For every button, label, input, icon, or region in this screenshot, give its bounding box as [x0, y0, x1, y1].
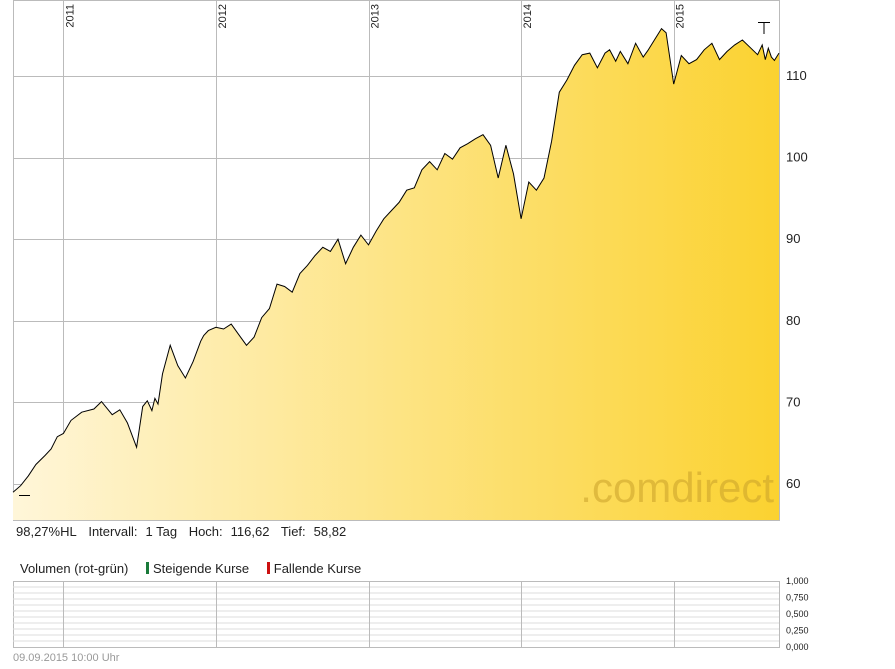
x-tick-label: 2012 [217, 4, 229, 28]
high-marker [19, 22, 770, 496]
plot-border [13, 0, 780, 521]
volume-tick-label: 0,000 [786, 642, 809, 652]
volume-panel: 1,000 0,750 0,500 0,250 0,000 [13, 576, 809, 652]
volume-tick-label: 1,000 [786, 576, 809, 586]
low-label: Tief: [280, 524, 306, 539]
y-tick-label: 60 [786, 476, 800, 491]
watermark-dot-com: .com [580, 464, 671, 511]
price-area [13, 28, 779, 520]
timestamp: 09.09.2015 10:00 Uhr [13, 652, 120, 664]
perf-value: 98,27%HL [16, 524, 77, 539]
y-tick-labels: 60 70 80 90 100 110 [786, 68, 808, 491]
price-line [12, 27, 780, 493]
watermark: .comdirect [580, 464, 774, 511]
stats-row: 98,27%HL Intervall: 1 Tag Hoch: 116,62 Tie… [16, 524, 354, 539]
volume-tick-label: 0,750 [786, 593, 809, 603]
interval-value: 1 Tag [145, 524, 178, 539]
falling-label: Fallende Kurse [273, 561, 362, 576]
volume-legend: Volumen (rot-grün) Steigende Kurse Falle… [20, 561, 361, 576]
rising-marker [146, 562, 150, 574]
low-value: 58,82 [313, 524, 347, 539]
interval-label: Intervall: [88, 524, 138, 539]
volume-tick-label: 0,250 [786, 626, 809, 636]
x-tick-label: 2015 [675, 4, 687, 28]
x-tick-label: 2013 [370, 4, 382, 28]
x-tick-label: 2011 [64, 4, 76, 28]
y-tick-label: 110 [786, 68, 807, 83]
volume-tick-label: 0,500 [786, 609, 809, 619]
watermark-direct: direct [671, 464, 774, 511]
y-tick-label: 90 [786, 231, 800, 246]
volume-border [13, 581, 780, 648]
y-tick-label: 70 [786, 394, 800, 409]
x-tick-label: 2014 [522, 4, 534, 28]
high-value: 116,62 [230, 524, 270, 539]
rising-label: Steigende Kurse [153, 561, 250, 576]
y-tick-label: 80 [786, 313, 800, 328]
y-tick-label: 100 [786, 150, 808, 165]
falling-marker [266, 562, 270, 574]
high-label: Hoch: [188, 524, 223, 539]
volume-title: Volumen (rot-grün) [20, 561, 129, 576]
x-tick-labels: 2011 2012 2013 2014 2015 [64, 4, 686, 28]
